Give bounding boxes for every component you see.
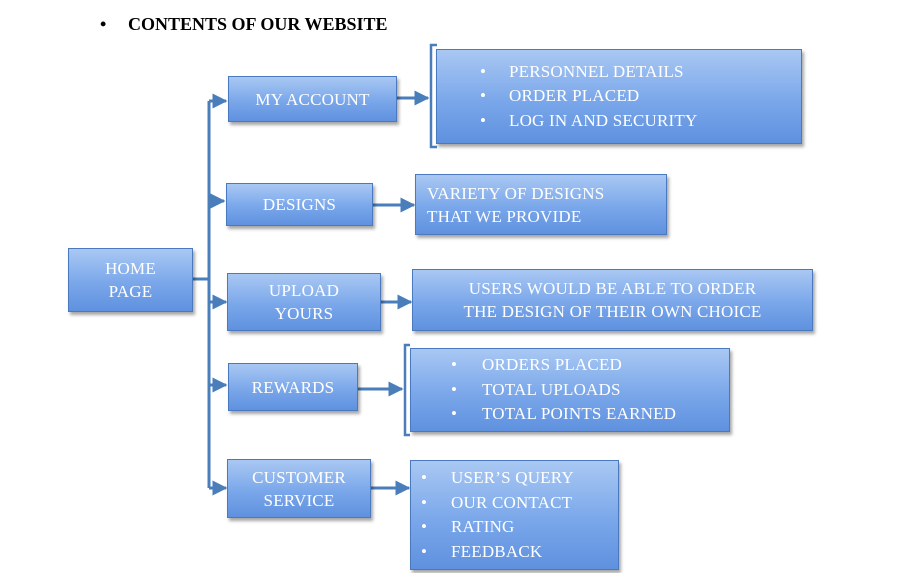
rewards-label: REWARDS (251, 377, 335, 397)
upload-yours-label-line2: YOURS (274, 304, 334, 323)
home-page-label-line1: HOME (105, 259, 156, 278)
customer-service-items: • USER’S QUERY • OUR CONTACT • RATING • FEED… (421, 466, 574, 564)
rewards-items: • ORDERS PLACED • TOTAL UPLOADS • TOTAL POI… (451, 353, 676, 427)
designs-box[interactable]: DESIGNS (226, 183, 373, 226)
my-account-items: • PERSONNEL DETAILS • ORDER PLACED • LOG IN… (480, 60, 697, 134)
heading-text: CONTENTS OF OUR WEBSITE (128, 14, 388, 34)
list-item: • TOTAL UPLOADS (451, 379, 621, 399)
customer-service-label-line2: SERVICE (263, 490, 335, 510)
list-item: • FEEDBACK (421, 541, 543, 561)
my-account-label: MY ACCOUNT (255, 89, 370, 109)
list-item: • ORDER PLACED (480, 86, 640, 106)
designs-label: DESIGNS (262, 195, 337, 214)
customer-service-box[interactable]: CUSTOMER SERVICE (227, 459, 371, 518)
designs-detail-line1: VARIETY OF DESIGNS (427, 183, 605, 203)
customer-service-details-box: • USER’S QUERY • OUR CONTACT • RATING • FEED… (410, 460, 619, 570)
bracket-my-account (429, 43, 437, 149)
list-item: • RATING (421, 517, 515, 536)
designs-detail-line2: THAT WE PROVIDE (427, 206, 582, 226)
designs-details-box: VARIETY OF DESIGNS THAT WE PROVIDE (415, 174, 667, 235)
page-heading: • CONTENTS OF OUR WEBSITE (100, 14, 388, 35)
list-item: • LOG IN AND SECURITY (480, 110, 698, 130)
list-item: • USER’S QUERY (421, 468, 574, 487)
arrow-to-upload-yours (193, 277, 228, 310)
home-page-box[interactable]: HOME PAGE (68, 248, 193, 312)
rewards-details-box: • ORDERS PLACED • TOTAL UPLOADS • TOTAL POI… (410, 348, 730, 432)
home-page-label-line2: PAGE (108, 282, 153, 301)
my-account-details-box: • PERSONNEL DETAILS • ORDER PLACED • LOG IN… (436, 49, 802, 144)
upload-details-box: USERS WOULD BE ABLE TO ORDER THE DESIGN … (412, 269, 813, 331)
list-item: • TOTAL POINTS EARNED (451, 404, 677, 424)
upload-yours-box[interactable]: UPLOAD YOURS (227, 273, 381, 331)
list-item: • OUR CONTACT (421, 492, 573, 512)
list-item: • PERSONNEL DETAILS (480, 61, 684, 81)
rewards-box[interactable]: REWARDS (228, 363, 358, 411)
my-account-box[interactable]: MY ACCOUNT (228, 76, 397, 122)
list-item: • ORDERS PLACED (451, 355, 623, 375)
upload-detail-line1: USERS WOULD BE ABLE TO ORDER (468, 279, 757, 298)
upload-yours-label-line1: UPLOAD (268, 281, 340, 300)
upload-detail-line2: THE DESIGN OF THEIR OWN CHOICE (463, 302, 762, 321)
customer-service-label-line1: CUSTOMER (252, 467, 346, 487)
bracket-rewards (403, 343, 410, 437)
heading-bullet: • (100, 14, 107, 34)
